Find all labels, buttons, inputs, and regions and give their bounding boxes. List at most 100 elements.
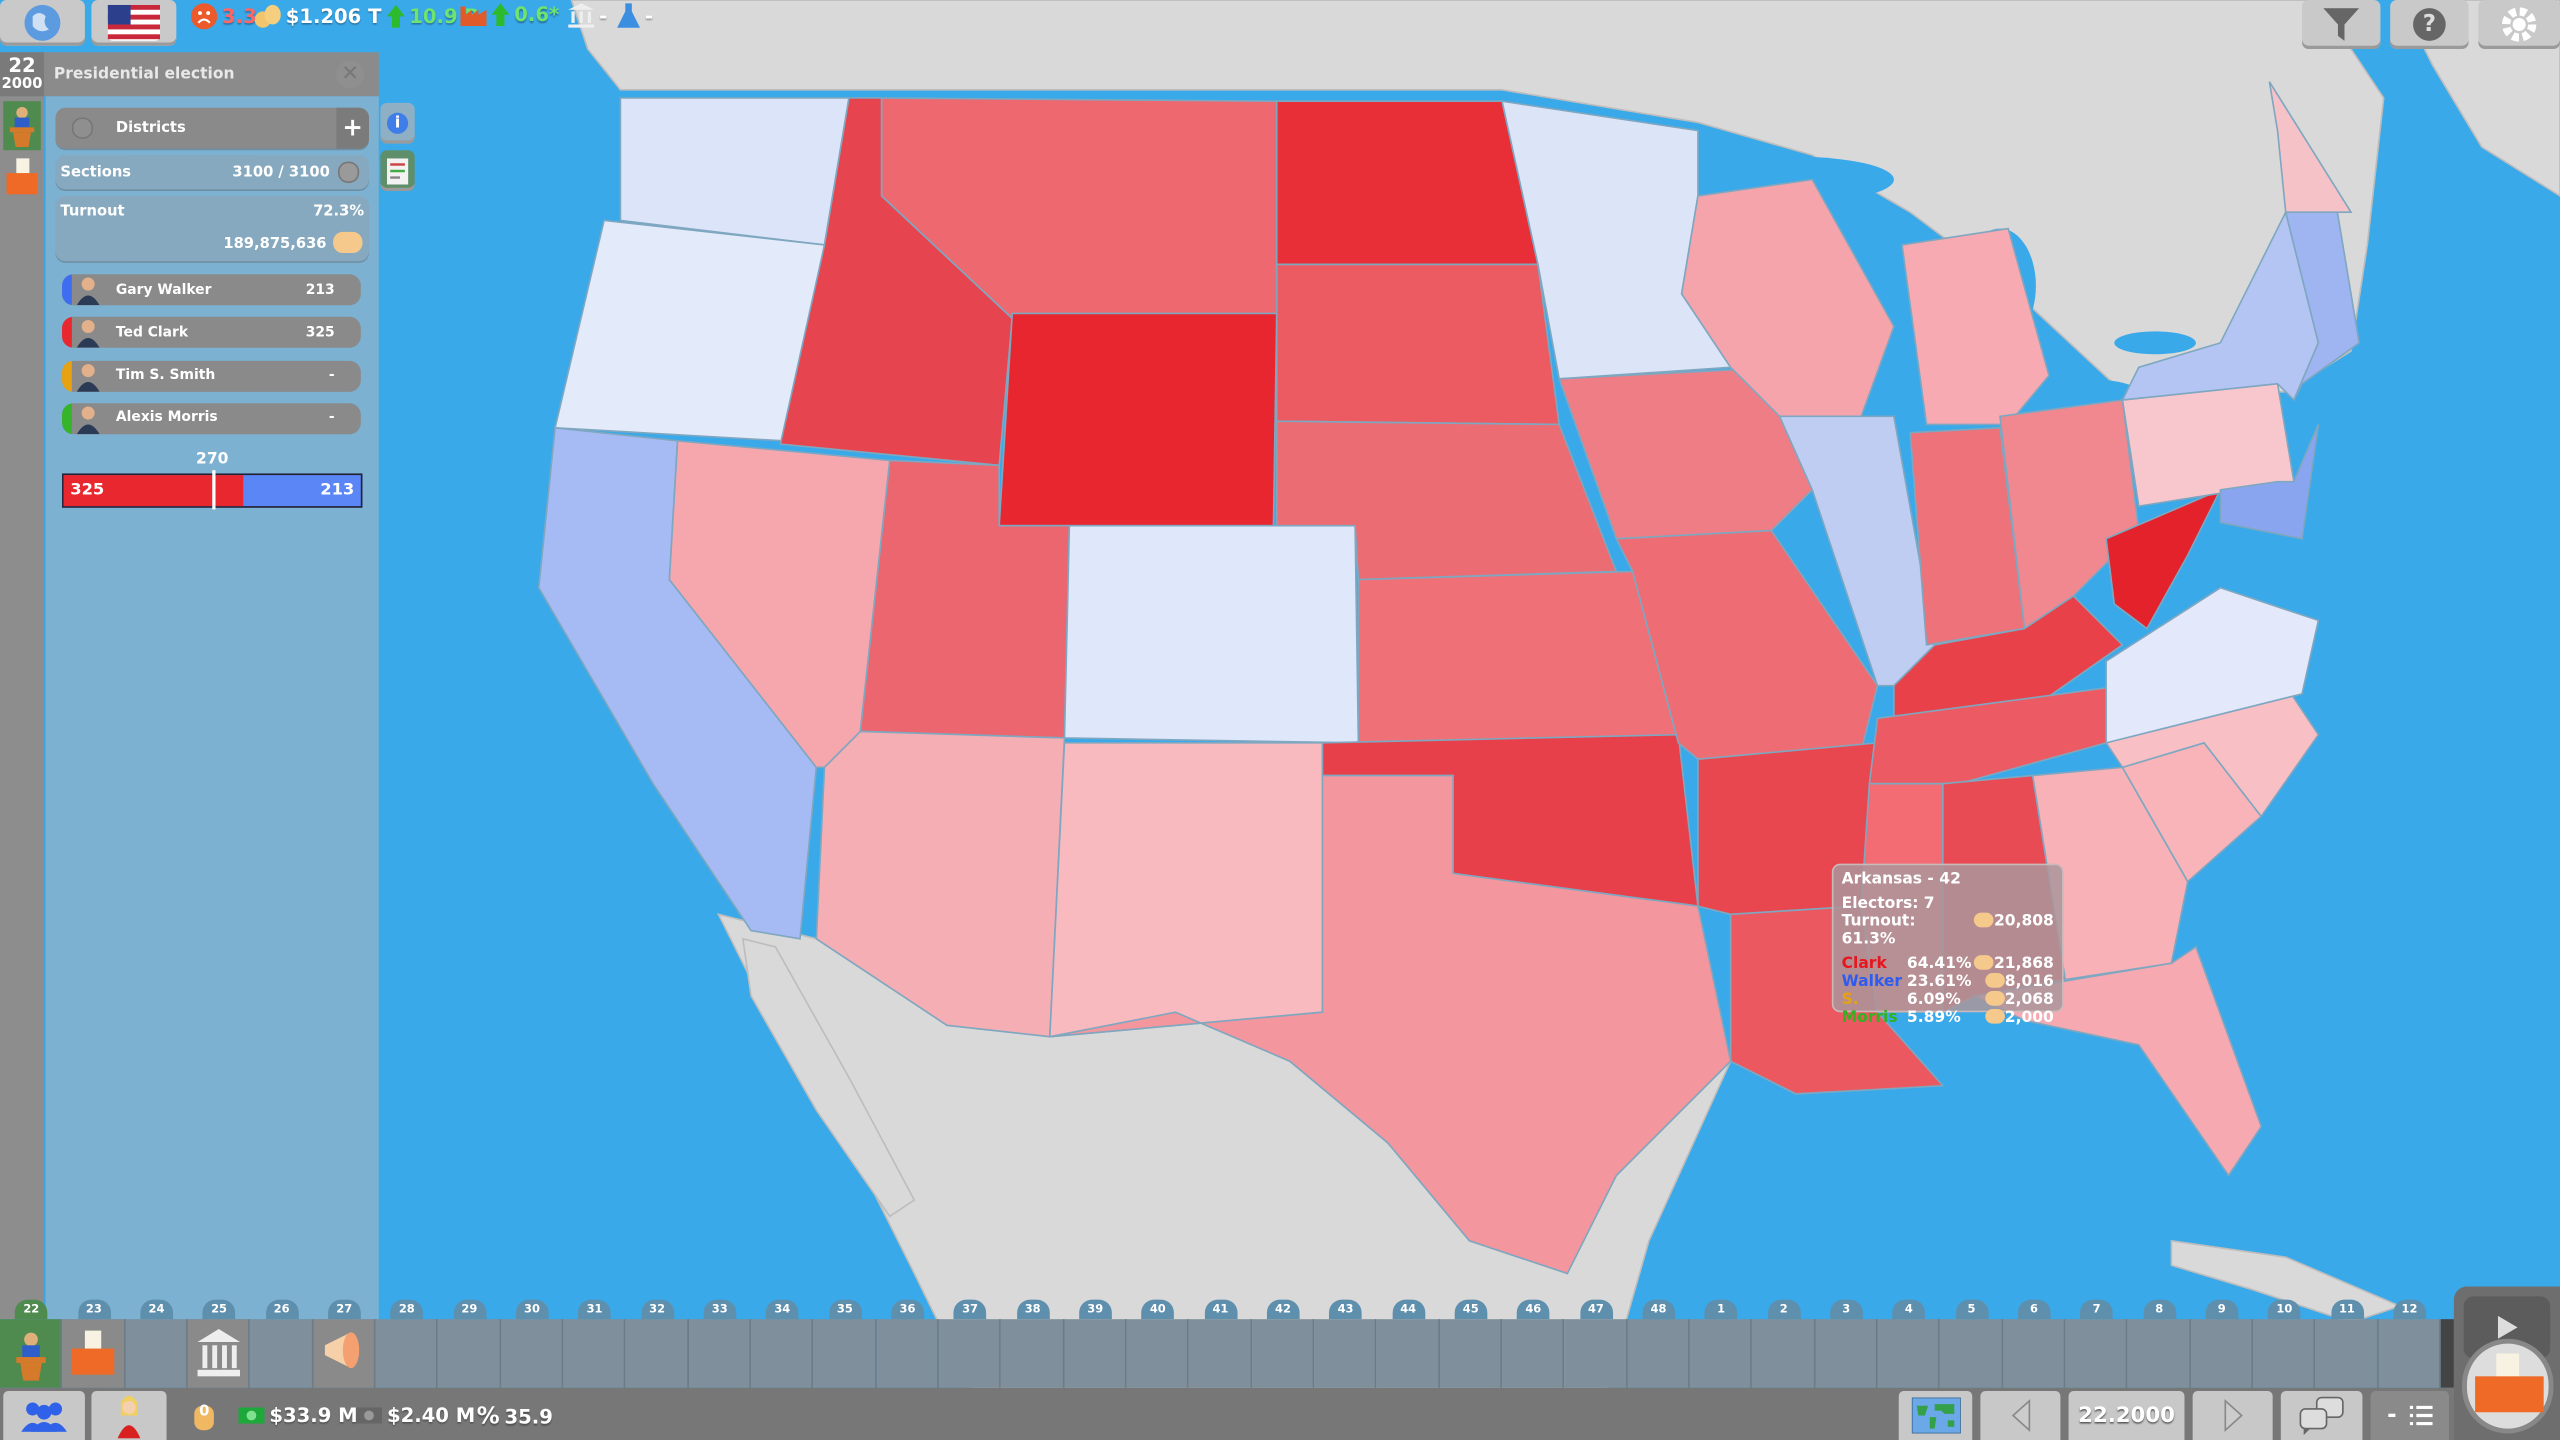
state-michigan[interactable]	[1901, 227, 2050, 426]
state-south-dakota[interactable]	[1275, 263, 1561, 426]
next-arrow-icon	[2223, 1399, 2243, 1432]
timeline-slot[interactable]	[1689, 1319, 1753, 1388]
messages-button[interactable]	[2280, 1391, 2363, 1440]
globe-button[interactable]	[0, 0, 85, 46]
filter-button[interactable]	[2302, 0, 2381, 49]
timeline-slot[interactable]	[2002, 1319, 2066, 1388]
timeline-slot[interactable]	[688, 1319, 751, 1388]
districts-toggle[interactable]: Districts +	[55, 107, 369, 149]
close-button[interactable]: ✕	[336, 60, 365, 89]
timeline-slot[interactable]	[2253, 1319, 2316, 1388]
districts-add-button[interactable]: +	[336, 107, 369, 149]
tooltip-candidate-count: 21,868	[1994, 955, 2054, 974]
timeline-slot[interactable]	[1627, 1319, 1690, 1388]
timeline-slot[interactable]	[125, 1319, 188, 1388]
state-new-mexico[interactable]	[1048, 742, 1324, 1038]
timeline[interactable]: 22 23 24 25 26 27 28 29 30 31 32 33 34 35 36 37 38 39 40 41…	[0, 1299, 2449, 1388]
timeline-slot[interactable]	[1439, 1319, 1503, 1388]
population-button[interactable]	[3, 1391, 85, 1440]
candidate-row[interactable]: Ted Clark 325	[62, 317, 361, 349]
info-button[interactable]: i	[380, 102, 415, 144]
timeline-slot[interactable]	[938, 1319, 1002, 1388]
current-date[interactable]: 22.2000	[2068, 1391, 2185, 1440]
timeline-slot[interactable]	[1126, 1319, 1190, 1388]
timeline-slot[interactable]	[1814, 1319, 1878, 1388]
help-button[interactable]: ?	[2390, 0, 2469, 49]
government-stat[interactable]: -	[568, 3, 607, 28]
state-ohio[interactable]	[1999, 399, 2140, 630]
candidate-row[interactable]: Gary Walker 213	[62, 274, 361, 306]
timeline-slot[interactable]	[2065, 1319, 2128, 1388]
candidate-row[interactable]: Tim S. Smith -	[62, 360, 361, 392]
report-button[interactable]	[380, 150, 415, 192]
state-mid-atlantic[interactable]	[2219, 424, 2320, 540]
tooltip-candidate-name: S.	[1841, 991, 1859, 1009]
next-day-button[interactable]	[2192, 1391, 2273, 1440]
state-west-virginia[interactable]	[2105, 488, 2223, 630]
sections-radio-icon[interactable]	[337, 161, 360, 183]
settings-button[interactable]	[2478, 0, 2560, 49]
timeline-slot[interactable]	[500, 1319, 564, 1388]
timeline-slot[interactable]	[1251, 1319, 1315, 1388]
state-tennessee[interactable]	[1868, 684, 2124, 785]
timeline-slot[interactable]	[1564, 1319, 1628, 1388]
research-stat[interactable]: -	[617, 3, 653, 29]
timeline-slot[interactable]	[1063, 1319, 1127, 1388]
state-colorado[interactable]	[1063, 524, 1360, 744]
state-arizona[interactable]	[815, 730, 1066, 1038]
unhappiness-stat[interactable]: 3.3	[191, 3, 257, 30]
country-flag-button[interactable]	[91, 0, 177, 46]
panel-header: 22 2000 Presidential election ✕	[0, 52, 379, 97]
timeline-slot[interactable]	[1001, 1319, 1064, 1388]
timeline-slot[interactable]	[1314, 1319, 1377, 1388]
candidate-row[interactable]: Alexis Morris -	[62, 403, 361, 435]
timeline-slot[interactable]	[2127, 1319, 2191, 1388]
timeline-slot[interactable]	[62, 1319, 126, 1388]
state-washington[interactable]	[619, 97, 850, 246]
timeline-slot[interactable]	[1940, 1319, 2003, 1388]
timeline-slot[interactable]	[813, 1319, 877, 1388]
timeline-slot[interactable]	[625, 1319, 689, 1388]
timeline-slot[interactable]	[1189, 1319, 1252, 1388]
timeline-slot[interactable]	[1752, 1319, 1815, 1388]
timeline-slot[interactable]	[2315, 1319, 2379, 1388]
timeline-slot[interactable]	[2378, 1319, 2441, 1388]
timeline-slot[interactable]	[1502, 1319, 1565, 1388]
sidebar-tab-results[interactable]	[3, 153, 41, 200]
timeline-slot[interactable]	[187, 1319, 251, 1388]
industry-stat[interactable]: 0.6*	[460, 3, 559, 27]
timeline-slot[interactable]	[312, 1319, 376, 1388]
timeline-slot[interactable]	[2190, 1319, 2254, 1388]
state-virginia[interactable]	[2105, 586, 2320, 744]
candidate-electoral-votes: -	[328, 410, 335, 427]
hand-counter[interactable]: 0	[193, 1399, 216, 1438]
states	[537, 81, 2361, 1275]
play-icon	[2497, 1315, 2518, 1339]
timeline-slot[interactable]	[1376, 1319, 1440, 1388]
list-toggle-button[interactable]: -	[2370, 1391, 2449, 1440]
population-icon	[21, 1402, 67, 1432]
state-maine[interactable]	[2268, 81, 2353, 214]
state-kansas[interactable]	[1357, 570, 1680, 744]
sidebar-tab-candidates[interactable]	[3, 101, 41, 151]
election-ballot-button[interactable]	[2462, 1338, 2554, 1434]
state-oregon[interactable]	[554, 219, 826, 442]
timeline-slot[interactable]	[375, 1319, 439, 1388]
timeline-slot[interactable]	[438, 1319, 501, 1388]
state-wyoming[interactable]	[998, 312, 1278, 527]
previous-day-button[interactable]	[1980, 1391, 2061, 1440]
timeline-slot[interactable]	[876, 1319, 939, 1388]
world-map-button[interactable]	[1898, 1391, 1973, 1440]
character-button[interactable]	[91, 1391, 167, 1440]
timeline-slot[interactable]	[0, 1319, 63, 1388]
timeline-day-label: 1	[1704, 1299, 1738, 1320]
sections-row: Sections 3100 / 3100	[55, 155, 369, 190]
timeline-slot[interactable]	[1877, 1319, 1941, 1388]
state-texas[interactable]	[1049, 774, 1732, 1275]
timeline-slot[interactable]	[751, 1319, 814, 1388]
treasury-stat[interactable]: $1.206 T 10.9 B	[254, 3, 479, 29]
state-north-dakota[interactable]	[1275, 100, 1539, 266]
timeline-slot[interactable]	[250, 1319, 313, 1388]
timeline-slot[interactable]	[563, 1319, 626, 1388]
